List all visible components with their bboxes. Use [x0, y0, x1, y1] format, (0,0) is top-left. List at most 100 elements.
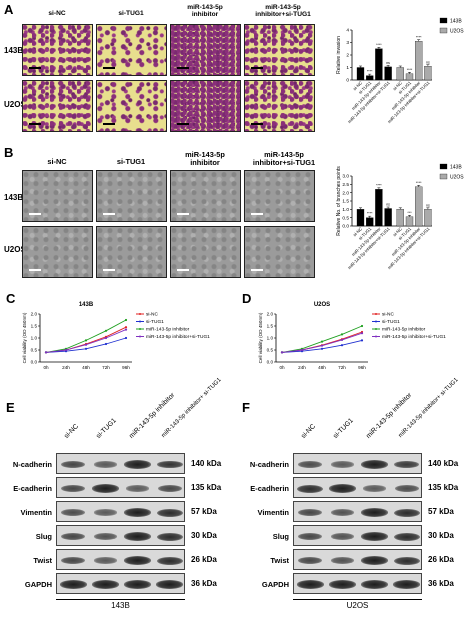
y-tick-label: 2.0	[31, 312, 38, 317]
blot-strip	[56, 453, 185, 474]
tube-image-143b-si-tug1	[96, 170, 167, 222]
protein-label: Twist	[270, 556, 289, 565]
tube-image-143b-si-nc	[22, 170, 93, 222]
y-tick-label: 0.5	[31, 348, 38, 353]
y-tick-label: 1.5	[342, 199, 349, 205]
panel-a-col-label: miR-143-5p inhibitor	[187, 4, 223, 19]
panel-d-letter: D	[242, 291, 252, 306]
x-tick-label: si-NC	[392, 80, 403, 91]
protein-label: N-cadherin	[12, 460, 52, 469]
protein-band	[330, 533, 354, 540]
tube-image-u2os-si-nc	[22, 226, 93, 278]
invasion-image-143b-si-nc	[22, 24, 93, 76]
bar	[356, 67, 365, 81]
y-axis-label: Relative No. of branches points	[336, 166, 342, 236]
protein-band	[61, 533, 86, 540]
x-tick-label: 48h	[318, 365, 326, 370]
panel-b-col-label: si-NC	[47, 157, 67, 166]
protein-band	[298, 557, 323, 564]
x-tick-label: 72h	[338, 365, 346, 370]
protein-label: Slug	[35, 532, 52, 541]
significance-label: ns	[426, 60, 430, 64]
molecular-weight-label: 30 kDa	[191, 531, 217, 540]
data-point	[300, 348, 304, 352]
molecular-weight-label: 26 kDa	[191, 555, 217, 564]
y-tick-label: 2.0	[267, 312, 274, 317]
protein-band	[363, 485, 386, 492]
protein-band	[393, 508, 420, 517]
tube-image-u2os-inhibitor	[170, 226, 241, 278]
protein-band	[156, 556, 183, 565]
lane-label: miR-143-5p inhibitor+ si-TUG1	[397, 377, 460, 439]
y-tick-label: 1.5	[31, 324, 38, 329]
y-tick-label: 2.0	[342, 190, 349, 196]
protein-band	[393, 532, 420, 541]
lane-label: si-TUG1	[332, 417, 356, 440]
protein-band	[156, 532, 183, 541]
x-tick-label: 24h	[298, 365, 306, 370]
protein-label: E-cadherin	[250, 484, 289, 493]
legend-swatch	[439, 17, 448, 24]
panel-a-row-label: U2OS	[4, 100, 26, 109]
y-tick-label: 0.0	[31, 360, 38, 365]
molecular-weight-label: 30 kDa	[428, 531, 454, 540]
panel-a-row-label: 143B	[4, 46, 24, 55]
invasion-image-143b-inhibitor-si-tug1	[244, 24, 315, 76]
x-tick-label: 24h	[62, 365, 70, 370]
significance-label: ns	[386, 203, 390, 207]
protein-band	[361, 508, 389, 517]
protein-label: Vimentin	[257, 508, 289, 517]
protein-band	[328, 484, 356, 493]
protein-band	[93, 533, 117, 540]
protein-band	[330, 509, 354, 516]
blot-strip	[56, 477, 185, 498]
legend-label: 143B	[450, 165, 462, 171]
significance-label: ****	[376, 43, 382, 47]
protein-band	[298, 509, 323, 516]
x-tick-label: 48h	[82, 365, 90, 370]
bar	[384, 208, 392, 227]
legend-marker	[139, 335, 141, 338]
data-point	[320, 344, 324, 347]
blot-strip	[293, 573, 422, 594]
data-point	[124, 328, 128, 331]
legend-marker	[139, 328, 141, 330]
molecular-weight-label: 36 kDa	[428, 579, 454, 588]
chart-title: U2OS	[314, 302, 330, 308]
bar	[375, 48, 383, 81]
lane-label: si-TUG1	[95, 417, 119, 440]
data-point	[84, 339, 88, 342]
data-point	[360, 332, 364, 335]
molecular-weight-label: 140 kDa	[191, 459, 222, 468]
y-tick-label: 2.5	[342, 182, 349, 188]
blot-strip	[293, 549, 422, 570]
significance-label: ****	[367, 70, 373, 74]
panel-b-col-label: si-TUG1	[116, 157, 146, 166]
data-point	[104, 336, 108, 340]
bar	[384, 66, 392, 81]
protein-band	[124, 508, 152, 517]
data-point	[44, 351, 48, 354]
data-point	[84, 343, 88, 346]
tube-image-u2os-si-tug1	[96, 226, 167, 278]
bar	[405, 73, 414, 81]
y-axis-label: Relative invasion	[336, 36, 342, 74]
data-point	[64, 348, 68, 352]
x-tick-label: 72h	[102, 365, 110, 370]
molecular-weight-label: 135 kDa	[191, 483, 222, 492]
molecular-weight-label: 57 kDa	[191, 507, 217, 516]
protein-band	[124, 556, 152, 565]
legend-swatch	[439, 173, 448, 180]
protein-band	[59, 580, 87, 589]
protein-label: Twist	[33, 556, 52, 565]
y-axis-label: Cell viability (OD 450nm)	[258, 312, 263, 363]
lane-label: miR-143-5p inhibitor+ si-TUG1	[160, 377, 223, 439]
protein-label: GAPDH	[24, 580, 52, 589]
legend-label: si-TUG1	[382, 319, 400, 325]
significance-label: ****	[376, 183, 382, 187]
protein-band	[94, 461, 117, 468]
data-point	[124, 318, 128, 322]
bar	[405, 216, 414, 227]
y-tick-label: 0.5	[267, 348, 274, 353]
